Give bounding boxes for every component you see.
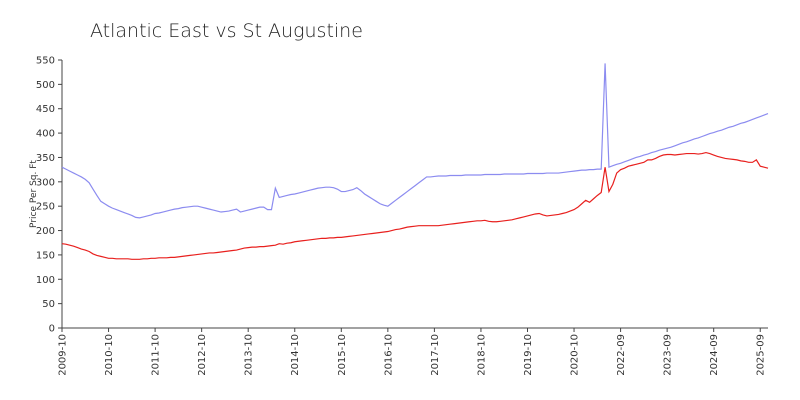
y-tick-label: 50 xyxy=(42,299,55,310)
x-tick-label: 2025-09 xyxy=(756,334,767,376)
x-tick-label: 2013-10 xyxy=(244,334,255,376)
x-tick-label: 2015-10 xyxy=(337,334,348,376)
y-tick-label: 450 xyxy=(36,104,55,115)
x-tick-label: 2018-10 xyxy=(476,334,487,376)
y-tick-label: 0 xyxy=(49,324,55,335)
y-tick-label: 300 xyxy=(36,177,55,188)
y-tick-label: 250 xyxy=(36,202,55,213)
series-line xyxy=(61,151,769,260)
y-tick-label: 500 xyxy=(36,80,55,91)
x-tick-label: 2012-10 xyxy=(197,334,208,376)
y-tick-label: 200 xyxy=(36,226,55,237)
x-tick-label: 2019-10 xyxy=(523,334,534,376)
series-line xyxy=(61,63,769,219)
y-tick-label: 400 xyxy=(36,129,55,140)
chart-title: Atlantic East vs St Augustine xyxy=(90,20,363,42)
x-tick-label: 2023-09 xyxy=(663,334,674,376)
y-tick-label: 100 xyxy=(36,275,55,286)
x-tick-label: 2017-10 xyxy=(430,334,441,376)
y-tick-label: 350 xyxy=(36,153,55,164)
x-tick-label: 2020-10 xyxy=(570,334,581,376)
x-tick-label: 2024-09 xyxy=(709,334,720,376)
x-tick-label: 2016-10 xyxy=(383,334,394,376)
x-tick-label: 2011-10 xyxy=(151,334,162,376)
x-tick-label: 2010-10 xyxy=(104,334,115,376)
y-tick-label: 150 xyxy=(36,250,55,261)
y-tick-label: 550 xyxy=(36,56,55,67)
x-tick-label: 2014-10 xyxy=(290,334,301,376)
x-tick-label: 2022-09 xyxy=(616,334,627,376)
x-tick-label: 2009-10 xyxy=(58,334,69,376)
y-axis-label: Price Per Sq. Ft xyxy=(29,160,39,228)
